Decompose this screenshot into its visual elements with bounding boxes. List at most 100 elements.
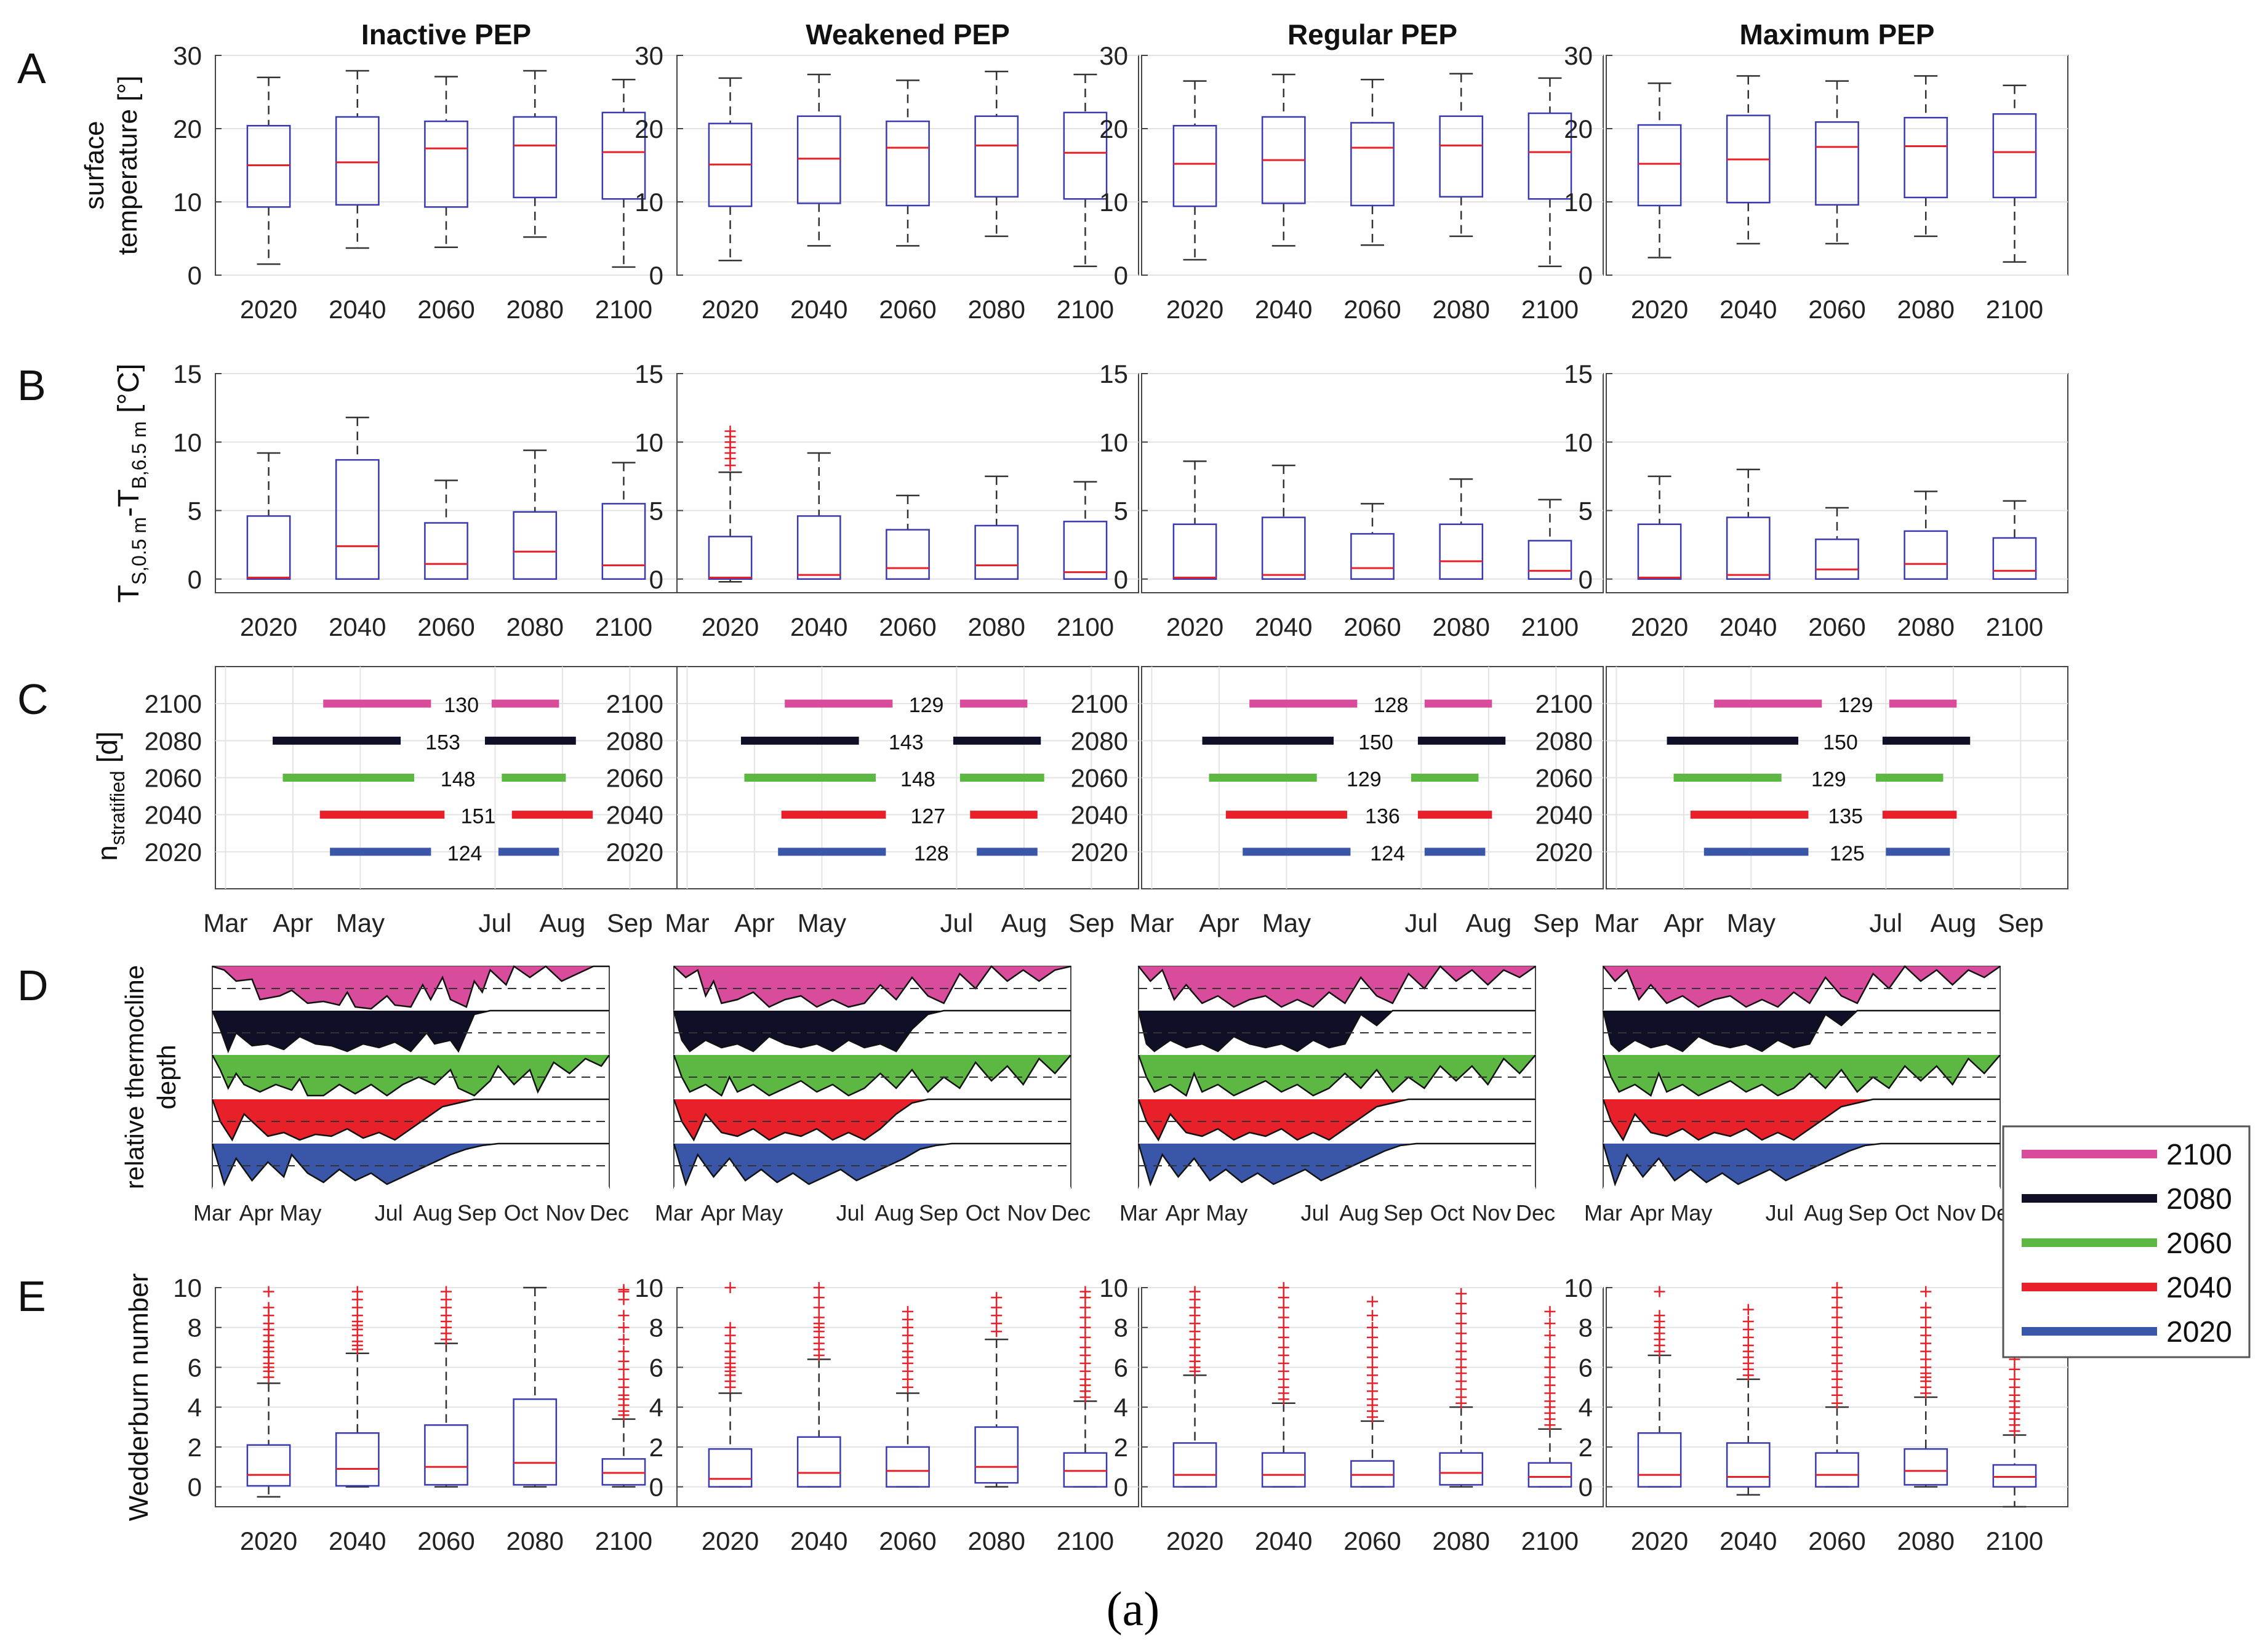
outlier: [2009, 1373, 2020, 1385]
outlier: [1367, 1296, 1378, 1307]
stratified-count-label: 130: [444, 694, 479, 717]
x-tick-label: 2100: [595, 295, 652, 324]
x-tick-label: Jul: [1870, 908, 1903, 937]
y-tick-label: 10: [1564, 1273, 1593, 1302]
x-tick-label: 2020: [240, 612, 297, 641]
panel-a-3: 0 10 20 30 2020 2040 2060 2080 2100: [1099, 41, 1604, 324]
box: [1527, 1462, 1572, 1488]
x-tick-label: 2020: [240, 1526, 297, 1555]
stratified-count-label: 127: [910, 805, 945, 828]
box: [246, 1444, 291, 1487]
x-tick-label: Nov: [1936, 1200, 1976, 1225]
outlier: [813, 1282, 825, 1293]
y-tick-label: 2020: [606, 838, 663, 867]
outlier: [1367, 1352, 1378, 1363]
thermocline-area-2080: [1139, 1011, 1535, 1051]
y-axis-label-b: TS,0.5 m-TB,6.5 m [°C]: [113, 363, 150, 603]
box: [796, 115, 841, 204]
box: [1637, 523, 1682, 580]
box: [1726, 1442, 1771, 1488]
y-tick-label: 2: [188, 1433, 202, 1462]
y-tick-label: 4: [649, 1393, 663, 1422]
y-tick-label: 8: [188, 1313, 202, 1342]
thermocline-area-2060: [1139, 1055, 1535, 1096]
y-tick-label: 2060: [145, 764, 202, 793]
outlier: [1455, 1308, 1467, 1320]
y-tick-label: 5: [649, 497, 663, 526]
y-tick-label: 0: [1114, 1473, 1128, 1502]
outlier: [1920, 1286, 1932, 1297]
thermocline-line-2060: [1137, 1054, 1536, 1097]
x-tick-label: 2060: [1343, 612, 1401, 641]
x-tick-label: 2100: [1986, 1526, 2043, 1555]
thermocline-line-2100: [1138, 965, 1536, 1008]
x-tick-label: 2060: [417, 612, 474, 641]
y-tick-label: 5: [188, 497, 202, 526]
thermocline-line-2040: [673, 1098, 1071, 1142]
y-tick-label: 2100: [606, 689, 663, 718]
y-tick-label: 20: [173, 114, 202, 143]
thermocline-area-2040: [674, 1099, 1071, 1140]
x-tick-label: 2080: [968, 612, 1025, 641]
y-axis-label-part: stratified: [106, 771, 129, 845]
y-tick-label: 0: [649, 1473, 663, 1502]
plot-frame: [1606, 373, 2068, 593]
y-tick-label: 2060: [606, 764, 663, 793]
stratified-count-label: 129: [1347, 768, 1382, 792]
x-tick-label: 2100: [1057, 1526, 1114, 1555]
outlier: [1832, 1302, 1843, 1313]
y-tick-label: 15: [635, 359, 663, 388]
stratified-count-label: 129: [1838, 694, 1873, 717]
x-tick-label: 2100: [1521, 295, 1579, 324]
thermocline-line-2080: [1137, 1009, 1535, 1053]
y-tick-label: 2: [1114, 1433, 1128, 1462]
x-tick-label: 2060: [1343, 295, 1401, 324]
panel-d-2: Mar Apr May Jul Aug Sep Oct Nov Dec: [655, 965, 1091, 1225]
y-tick-label: 6: [1114, 1353, 1128, 1382]
x-tick-label: Sep: [1848, 1200, 1888, 1225]
box: [1637, 1432, 1682, 1488]
y-tick-label: 30: [635, 41, 663, 70]
x-tick-label: Mar: [203, 908, 247, 937]
x-tick-label: 2080: [1433, 612, 1490, 641]
thermocline-line-2040: [1602, 1098, 2000, 1142]
y-tick-label: 4: [1579, 1393, 1593, 1422]
x-tick-label: Nov: [1471, 1200, 1511, 1225]
box: [796, 1436, 841, 1488]
panel-a-4: 0 10 20 30 2020 2040 2060 2080 2100: [1564, 41, 2068, 324]
panel-c-2: Mar Apr May Jul Aug Sep 2100 129 2080 143 2060 148 2…: [606, 666, 1139, 937]
figure-caption: (a): [1107, 1582, 1160, 1635]
x-tick-label: Apr: [734, 908, 774, 937]
x-tick-label: 2080: [506, 295, 564, 324]
x-tick-label: 2060: [879, 1526, 936, 1555]
stratified-count-label: 150: [1823, 731, 1858, 754]
y-axis-label-part: [d]: [91, 731, 123, 771]
outlier: [1544, 1371, 1556, 1383]
stratified-count-label: 151: [461, 805, 496, 828]
stratified-count-label: 153: [425, 731, 460, 754]
thermocline-line-2100: [673, 965, 1071, 1008]
x-tick-label: 2060: [1808, 295, 1865, 324]
box: [1439, 1452, 1484, 1486]
figure-rows: Inactive PEP Weakened PEP Regular PEP Maxim…: [17, 18, 2068, 1555]
x-tick-label: Sep: [1383, 1200, 1423, 1225]
box: [1439, 115, 1484, 198]
thermocline-area-2060: [212, 1055, 609, 1096]
thermocline-line-2040: [211, 1098, 609, 1142]
thermocline-area-2100: [212, 966, 609, 1009]
thermocline-line-2020: [1137, 1142, 1535, 1187]
x-tick-label: Aug: [1466, 908, 1512, 937]
y-axis-label-part: n: [91, 845, 123, 861]
x-tick-label: 2100: [1986, 295, 2043, 324]
outlier: [902, 1305, 913, 1317]
panel-d-3: Mar Apr May Jul Aug Sep Oct Nov Dec: [1119, 965, 1555, 1225]
outlier: [1544, 1352, 1556, 1363]
panel-b-2: 0 5 10 15 2020 2040 2060 2080 2100: [635, 359, 1139, 641]
x-tick-label: 2100: [595, 1526, 652, 1555]
box: [1063, 521, 1108, 580]
outlier: [1278, 1312, 1289, 1323]
x-tick-label: Aug: [413, 1200, 452, 1225]
panel-a-2: 0 10 20 30 2020 2040 2060 2080 2100: [635, 41, 1139, 324]
